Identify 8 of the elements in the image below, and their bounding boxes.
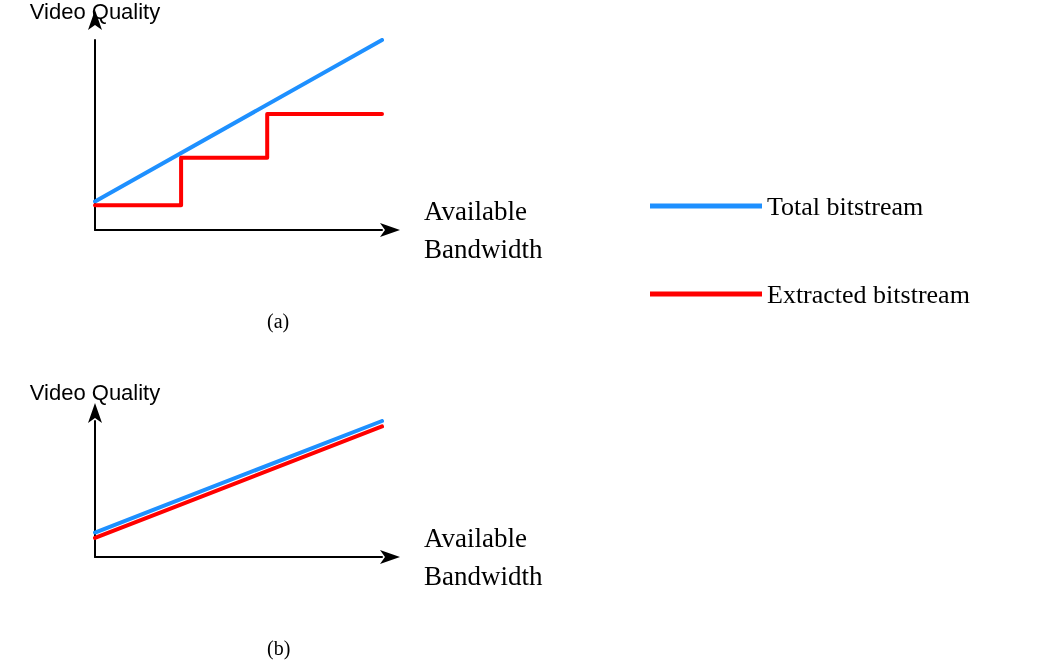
text: (a): [267, 310, 290, 333]
text: (b): [267, 637, 291, 660]
y-axis-title: Video Quality: [29, 0, 161, 24]
legend-label: Total bitstream: [767, 191, 924, 221]
x-axis-title: Available Bandwidth: [424, 196, 543, 264]
legend-label: Extracted bitstream: [767, 279, 970, 309]
x-axis-title: Available Bandwidth: [424, 523, 543, 591]
y-axis-title: Video Quality: [29, 379, 161, 405]
